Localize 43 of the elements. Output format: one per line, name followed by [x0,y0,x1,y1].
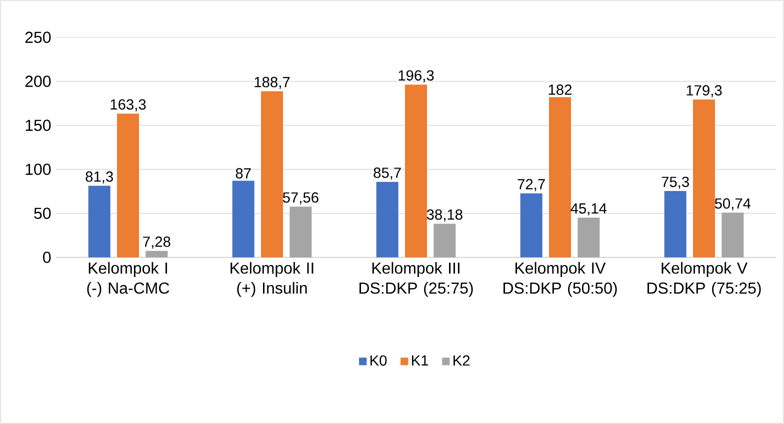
bar [261,91,284,258]
x-tick-label: Kelompok V DS:DKP (75:25) [648,262,761,297]
bar [376,182,398,258]
bar [722,212,744,258]
data-label: 7,28 [143,236,170,249]
bar [548,97,571,258]
x-tick-label: Kelompok IV DS:DKP (50:50) [504,262,617,297]
data-label: 87 [236,168,251,178]
data-label: 163,3 [110,99,146,112]
y-tick-label: 250 [25,32,51,43]
data-label: 38,18 [426,209,462,222]
data-label: 182 [548,84,572,95]
bar [405,84,428,258]
x-tick-label: Kelompok I (-) Na-CMC [87,262,170,297]
legend-label: K1 [412,355,428,366]
bar [290,206,312,258]
data-label: 81,3 [86,171,113,184]
data-label: 188,7 [254,76,290,90]
bar [578,218,600,258]
y-tick-label: 150 [26,120,51,131]
legend-label: K2 [454,355,470,366]
y-tick-label: 50 [34,208,51,219]
bar [520,193,542,258]
y-tick-label: 200 [25,76,51,87]
bar [434,224,456,258]
y-tick-label: 0 [43,252,51,263]
bar [664,191,686,258]
legend-label: K0 [370,355,387,366]
bar [232,180,254,258]
data-label: 50,74 [714,198,751,210]
bar [117,114,140,258]
data-label: 179,3 [686,85,722,98]
bar [88,186,110,258]
data-label: 196,3 [398,70,434,82]
data-label: 85,7 [374,168,401,180]
bar [692,100,715,258]
x-tick-label: Kelompok II (+) Insulin [230,262,314,297]
data-label: 57,56 [282,192,318,204]
bar [146,250,168,258]
x-tick-label: Kelompok III DS:DKP (25:75) [360,262,473,297]
y-tick-label: 100 [26,164,51,175]
data-label: 75,3 [662,176,689,189]
data-label: 72,7 [518,178,545,192]
